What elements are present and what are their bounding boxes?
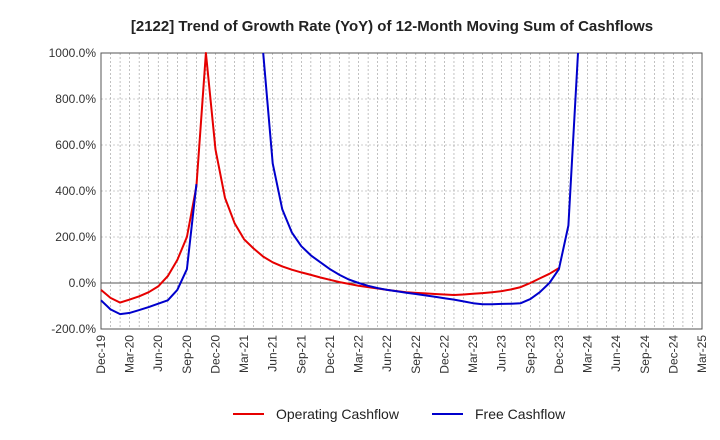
legend-label-operating-cashflow: Operating Cashflow [276, 406, 400, 422]
x-axis-ticks: Dec-19 Mar-20 Jun-20 Sep-20 Dec-20 Mar-21 Jun-… [94, 335, 709, 374]
x-tick-label: Mar-20 [123, 335, 137, 373]
legend-label-free-cashflow: Free Cashflow [475, 406, 566, 422]
grid-lines [101, 53, 702, 329]
series-line-operating-cashflow [100, 52, 560, 304]
x-tick-label: Dec-24 [666, 335, 680, 374]
y-tick-label: 600.0% [55, 138, 96, 152]
x-tick-label: Jun-21 [266, 335, 280, 372]
y-tick-label: 0.0% [69, 276, 97, 290]
x-tick-label: Jun-23 [495, 335, 509, 372]
x-tick-label: Sep-20 [180, 335, 194, 374]
y-tick-label: 800.0% [55, 92, 96, 106]
y-tick-label: -200.0% [51, 322, 96, 336]
y-tick-label: 200.0% [55, 230, 96, 244]
x-tick-label: Sep-21 [294, 335, 308, 374]
x-tick-label: Jun-20 [151, 335, 165, 372]
x-tick-label: Mar-22 [352, 335, 366, 373]
x-tick-label: Dec-19 [94, 335, 108, 374]
x-tick-label: Sep-24 [638, 335, 652, 374]
y-tick-label: 1000.0% [49, 46, 97, 60]
x-tick-label: Mar-23 [466, 335, 480, 373]
chart-title: [2122] Trend of Growth Rate (YoY) of 12-… [131, 18, 653, 35]
x-tick-label: Sep-22 [409, 335, 423, 374]
x-tick-label: Mar-24 [581, 335, 595, 373]
x-tick-label: Mar-25 [695, 335, 709, 373]
x-tick-label: Jun-22 [380, 335, 394, 372]
x-tick-label: Dec-20 [208, 335, 222, 374]
x-tick-label: Dec-22 [437, 335, 451, 374]
x-tick-label: Dec-23 [552, 335, 566, 374]
x-tick-label: Sep-23 [523, 335, 537, 374]
x-tick-label: Mar-21 [237, 335, 251, 373]
y-tick-label: 400.0% [55, 184, 96, 198]
series-line-free-cashflow [100, 52, 579, 316]
y-axis-ticks: 1000.0% 800.0% 600.0% 400.0% 200.0% 0.0% -200.… [49, 46, 97, 336]
x-tick-label: Jun-24 [609, 335, 623, 372]
plot-frame [100, 52, 703, 330]
x-tick-label: Dec-21 [323, 335, 337, 374]
series-lines [100, 52, 579, 316]
legend: Operating Cashflow Free Cashflow [233, 406, 566, 422]
